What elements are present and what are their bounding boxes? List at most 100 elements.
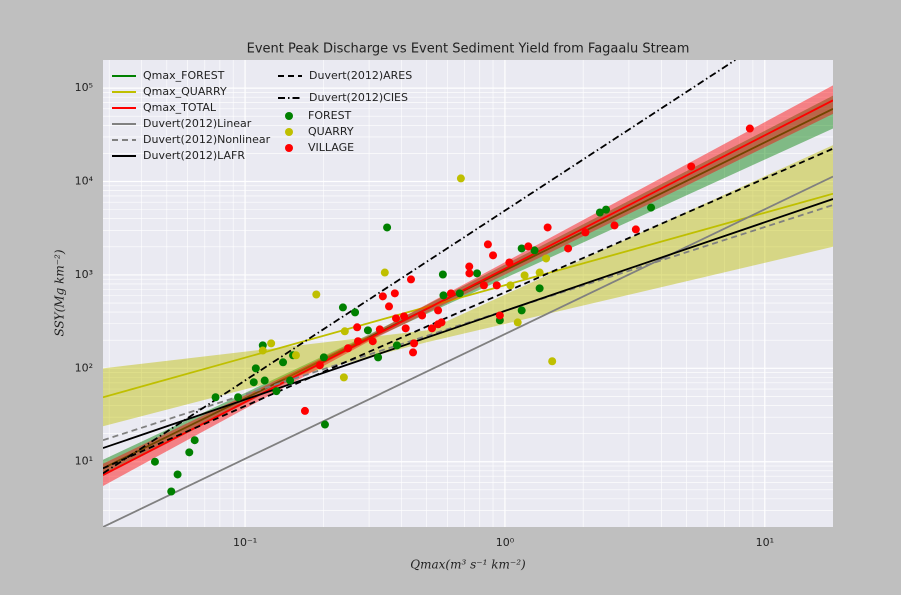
point <box>300 406 309 415</box>
point <box>385 302 394 311</box>
point <box>363 326 372 335</box>
confidence-band <box>103 145 833 427</box>
point <box>535 268 544 277</box>
point <box>234 393 243 402</box>
point <box>647 203 656 212</box>
y-tick-label: 10⁴ <box>75 175 94 188</box>
point <box>374 353 383 362</box>
point <box>489 251 498 260</box>
legend-label: Qmax_TOTAL <box>143 101 217 114</box>
point <box>418 311 427 320</box>
point <box>409 348 418 357</box>
point <box>446 289 455 298</box>
point <box>368 337 377 346</box>
point <box>190 436 199 445</box>
legend-swatch <box>285 112 293 120</box>
point <box>495 311 504 320</box>
point <box>513 318 522 327</box>
legend-label: Duvert(2012)Linear <box>143 117 252 130</box>
point <box>267 339 276 348</box>
point <box>353 337 362 346</box>
point <box>434 306 443 315</box>
line <box>103 147 833 470</box>
point <box>631 225 640 234</box>
point <box>258 346 267 355</box>
point <box>291 351 300 360</box>
line <box>103 99 833 476</box>
x-tick-label: 10⁻¹ <box>233 536 257 549</box>
legend-swatch <box>285 128 293 136</box>
point <box>479 281 488 290</box>
point <box>564 244 573 253</box>
x-tick-label: 10⁰ <box>496 536 515 549</box>
point <box>320 420 329 429</box>
point <box>251 364 260 373</box>
point <box>390 289 399 298</box>
y-tick-label: 10² <box>75 361 93 374</box>
y-tick-label: 10¹ <box>75 455 93 468</box>
point <box>351 308 360 317</box>
point <box>517 244 526 253</box>
point <box>465 269 474 278</box>
point <box>340 327 349 336</box>
chart-title: Event Peak Discharge vs Event Sediment Y… <box>247 42 690 57</box>
point <box>456 174 465 183</box>
point <box>530 246 539 255</box>
point <box>339 373 348 382</box>
point <box>492 281 501 290</box>
point <box>610 221 619 230</box>
point <box>401 324 410 333</box>
line <box>103 60 736 475</box>
point <box>543 223 552 232</box>
point <box>319 353 328 362</box>
y-tick-label: 10⁵ <box>75 81 93 94</box>
point <box>473 269 482 278</box>
legend-label: QUARRY <box>308 125 354 138</box>
point <box>602 205 611 214</box>
line <box>103 198 833 449</box>
point <box>400 312 409 321</box>
plot <box>103 60 833 527</box>
point <box>260 376 269 385</box>
legend-label: Duvert(2012)ARES <box>309 69 412 82</box>
point <box>211 393 220 402</box>
line <box>103 192 833 399</box>
point <box>279 358 288 367</box>
y-tick-label: 10³ <box>75 268 93 281</box>
point <box>455 289 464 298</box>
point <box>483 240 492 249</box>
point <box>344 344 353 353</box>
point <box>438 270 447 279</box>
point <box>517 306 526 315</box>
point <box>437 318 446 327</box>
point <box>687 162 696 171</box>
y-axis-label: SSY(Mg km⁻²) <box>53 249 67 336</box>
point <box>542 254 551 263</box>
point <box>535 284 544 293</box>
legend-label: FOREST <box>308 109 352 122</box>
point <box>548 357 557 366</box>
point <box>406 275 415 284</box>
legend-label: Qmax_QUARRY <box>143 85 227 98</box>
line <box>103 175 833 527</box>
point <box>465 262 474 271</box>
point <box>338 303 347 312</box>
plot-area <box>103 60 833 527</box>
point <box>272 387 281 396</box>
point <box>392 341 401 350</box>
point <box>506 281 515 290</box>
x-tick-label: 10¹ <box>756 536 774 549</box>
point <box>524 242 533 251</box>
legend-swatch <box>285 144 293 152</box>
legend: Qmax_FOREST Qmax_QUARRY Qmax_TOTAL Duvert(2… <box>112 69 412 162</box>
point <box>315 361 324 370</box>
x-axis-label: Qmax(m³ s⁻¹ km⁻²) <box>410 558 526 572</box>
point <box>312 290 321 299</box>
point <box>173 470 182 479</box>
legend-label: Duvert(2012)LAFR <box>143 149 245 162</box>
point <box>375 325 384 334</box>
point <box>581 228 590 237</box>
point <box>427 324 436 333</box>
point <box>167 487 176 496</box>
